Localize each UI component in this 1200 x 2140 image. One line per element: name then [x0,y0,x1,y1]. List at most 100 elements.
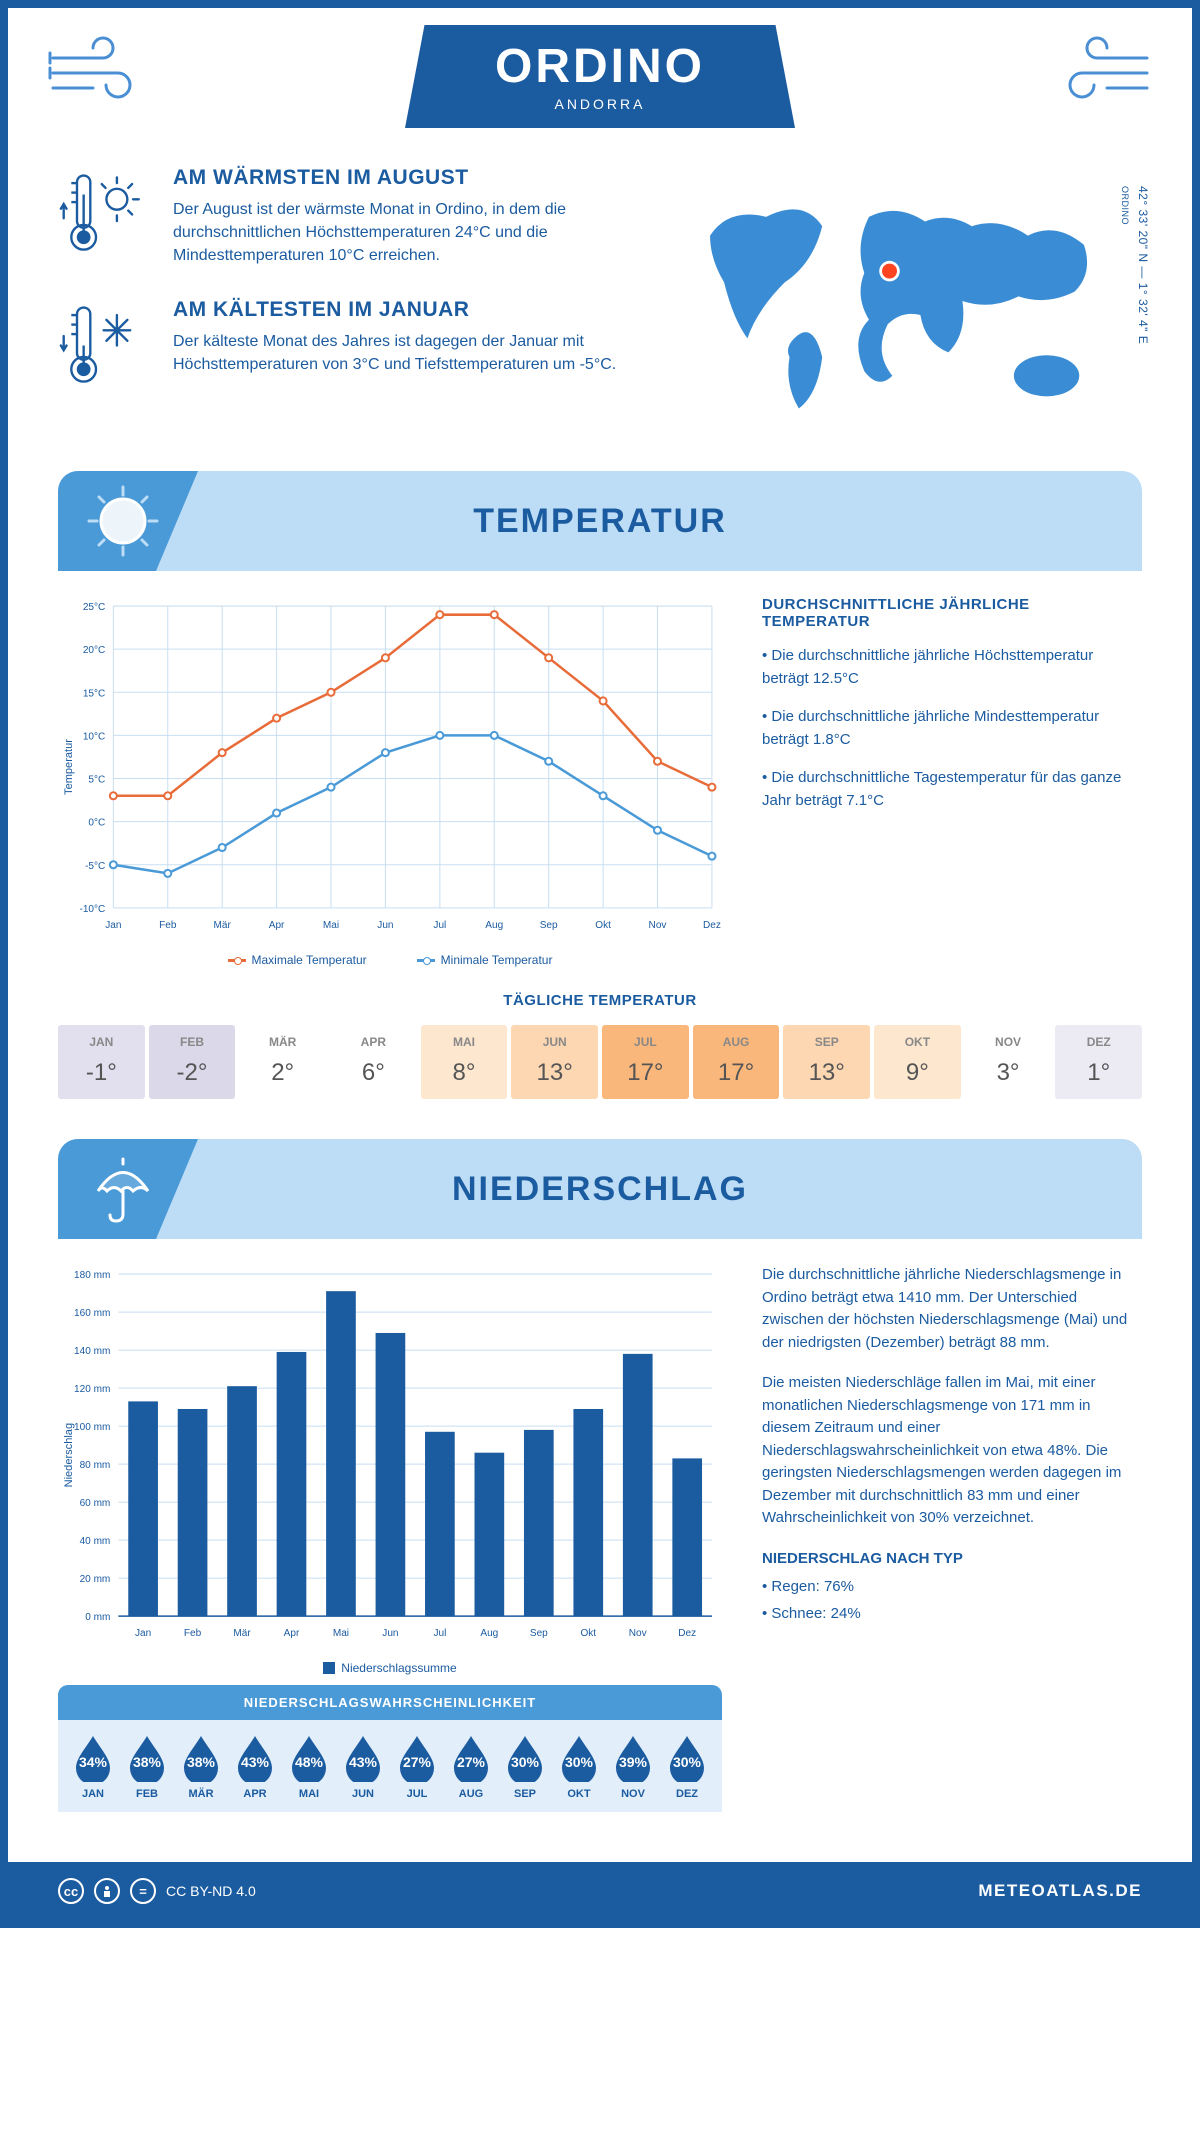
daily-temp-title: TÄGLICHE TEMPERATUR [58,992,1142,1009]
svg-text:Jan: Jan [135,1628,151,1639]
svg-text:-10°C: -10°C [79,904,105,915]
svg-text:25°C: 25°C [83,602,105,613]
probability-cell: 43%APR [228,1734,282,1800]
daily-temp-cell: SEP13° [783,1025,870,1099]
svg-text:120 mm: 120 mm [74,1384,110,1395]
nd-icon: = [130,1878,156,1904]
probability-title: NIEDERSCHLAGSWAHRSCHEINLICHKEIT [58,1685,722,1720]
svg-text:Dez: Dez [703,920,721,931]
precipitation-legend: Niederschlagssumme [58,1661,722,1675]
umbrella-icon [83,1149,163,1234]
svg-text:Apr: Apr [269,920,285,931]
probability-cell: 38%MÄR [174,1734,228,1800]
svg-text:-5°C: -5°C [85,861,105,872]
daily-temp-cell: MAI8° [421,1025,508,1099]
probability-cell: 43%JUN [336,1734,390,1800]
probability-cell: 48%MAI [282,1734,336,1800]
svg-text:Jun: Jun [377,920,393,931]
temperature-line-chart: -10°C -5°C 0°C 5°C 10°C 15°C 20°C 25°C Jan Feb Mär… [58,596,722,938]
svg-text:Temperatur: Temperatur [63,739,75,795]
daily-temp-cell: JAN-1° [58,1025,145,1099]
svg-text:Jul: Jul [433,1628,446,1639]
svg-text:Mai: Mai [333,1628,349,1639]
svg-text:20 mm: 20 mm [80,1574,111,1585]
svg-text:5°C: 5°C [88,775,105,786]
section-precipitation: NIEDERSCHLAG [58,1139,1142,1239]
svg-text:Nov: Nov [629,1628,647,1639]
probability-cell: 34%JAN [66,1734,120,1800]
svg-text:Okt: Okt [595,920,611,931]
header: ORDINO ANDORRA [8,8,1192,156]
probability-strip: 34%JAN38%FEB38%MÄR43%APR48%MAI43%JUN27%J… [58,1720,722,1812]
by-icon [94,1878,120,1904]
daily-temp-cell: JUL17° [602,1025,689,1099]
svg-text:Mär: Mär [214,920,232,931]
footer: cc = CC BY-ND 4.0 METEOATLAS.DE [8,1862,1192,1920]
svg-text:Niederschlag: Niederschlag [63,1423,75,1487]
svg-text:10°C: 10°C [83,731,105,742]
warmest-text: Der August ist der wärmste Monat in Ordi… [173,198,642,268]
svg-text:140 mm: 140 mm [74,1346,110,1357]
svg-text:Jul: Jul [433,920,446,931]
daily-temperature-strip: JAN-1°FEB-2°MÄR2°APR6°MAI8°JUN13°JUL17°A… [58,1025,1142,1099]
site-credit: METEOATLAS.DE [978,1881,1142,1901]
sun-icon [83,481,163,566]
daily-temp-cell: NOV3° [965,1025,1052,1099]
section-temperature: TEMPERATUR [58,471,1142,571]
wind-icon [1052,33,1152,108]
precipitation-bar-chart: 0 mm 20 mm 40 mm 60 mm 80 mm 100 mm 120 mm 140 … [58,1264,722,1646]
daily-temp-cell: AUG17° [693,1025,780,1099]
svg-text:0 mm: 0 mm [85,1612,110,1623]
cc-icon: cc [58,1878,84,1904]
svg-text:Jan: Jan [105,920,121,931]
probability-cell: 30%DEZ [660,1734,714,1800]
svg-text:40 mm: 40 mm [80,1536,111,1547]
svg-text:Apr: Apr [284,1628,300,1639]
probability-cell: 30%OKT [552,1734,606,1800]
daily-temp-cell: APR6° [330,1025,417,1099]
page-title: ORDINO [495,39,705,94]
probability-cell: 27%JUL [390,1734,444,1800]
daily-temp-cell: JUN13° [511,1025,598,1099]
svg-text:20°C: 20°C [83,645,105,656]
svg-text:60 mm: 60 mm [80,1498,111,1509]
svg-text:80 mm: 80 mm [80,1460,111,1471]
svg-text:15°C: 15°C [83,688,105,699]
wind-icon [48,33,148,108]
coordinates: 42° 33' 20" N — 1° 32' 4" EORDINO [1116,186,1152,344]
svg-text:Dez: Dez [678,1628,696,1639]
daily-temp-cell: OKT9° [874,1025,961,1099]
coldest-text: Der kälteste Monat des Jahres ist dagege… [173,330,642,376]
svg-text:Jun: Jun [382,1628,398,1639]
svg-text:100 mm: 100 mm [74,1422,110,1433]
thermometer-snow-icon [58,298,153,398]
svg-text:Okt: Okt [580,1628,596,1639]
daily-temp-cell: FEB-2° [149,1025,236,1099]
temperature-legend: Maximale Temperatur Minimale Temperatur [58,953,722,967]
svg-text:Sep: Sep [530,1628,548,1639]
probability-cell: 27%AUG [444,1734,498,1800]
svg-text:Mai: Mai [323,920,339,931]
page-subtitle: ANDORRA [495,96,705,112]
world-map-icon [682,166,1142,441]
precipitation-title: NIEDERSCHLAG [452,1170,748,1209]
probability-cell: 38%FEB [120,1734,174,1800]
svg-text:180 mm: 180 mm [74,1270,110,1281]
svg-text:Aug: Aug [480,1628,498,1639]
daily-temp-cell: DEZ1° [1055,1025,1142,1099]
svg-text:Nov: Nov [649,920,667,931]
license-text: CC BY-ND 4.0 [166,1883,256,1899]
probability-cell: 39%NOV [606,1734,660,1800]
temp-avg-title: DURCHSCHNITTLICHE JÄHRLICHE TEMPERATUR [762,596,1142,630]
daily-temp-cell: MÄR2° [239,1025,326,1099]
svg-text:Mär: Mär [233,1628,251,1639]
svg-text:Feb: Feb [159,920,177,931]
svg-text:0°C: 0°C [88,818,105,829]
temperature-title: TEMPERATUR [473,502,727,541]
probability-cell: 30%SEP [498,1734,552,1800]
warmest-title: AM WÄRMSTEN IM AUGUST [173,166,642,190]
svg-text:160 mm: 160 mm [74,1308,110,1319]
coldest-title: AM KÄLTESTEN IM JANUAR [173,298,642,322]
precip-type-title: NIEDERSCHLAG NACH TYP [762,1548,1142,1571]
title-ribbon: ORDINO ANDORRA [405,25,795,128]
